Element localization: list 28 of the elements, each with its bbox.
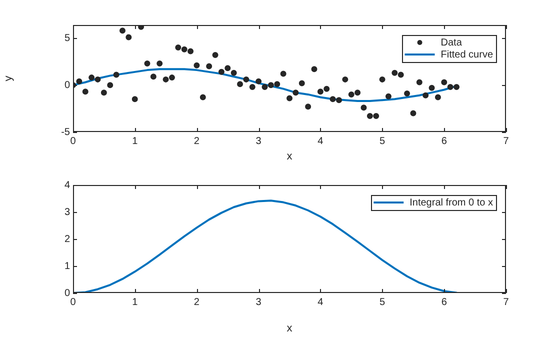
y-tick-label: 4: [64, 180, 70, 191]
x-tick-label: 1: [132, 296, 138, 308]
x-tick-label: 4: [318, 136, 324, 147]
y-tick-label: 3: [64, 206, 70, 218]
y-tick-label: -5: [61, 126, 70, 138]
y-tick-label: 5: [64, 32, 70, 44]
x-axis-title: x: [286, 150, 293, 162]
x-tick-label: 5: [380, 296, 386, 308]
x-tick-label: 4: [318, 296, 324, 308]
x-tick-label: 5: [380, 136, 386, 147]
x-tick-label: 3: [256, 136, 262, 147]
x-tick-label: 3: [256, 296, 262, 308]
legend-label: Data: [440, 37, 462, 48]
y-tick-label: 1: [64, 260, 70, 272]
legend-label: Integral from 0 to x: [410, 197, 494, 208]
x-tick-label: 1: [132, 136, 138, 147]
y-axis-title: y: [2, 75, 15, 82]
x-tick-label: 6: [441, 296, 448, 308]
legend-label: Fitted curve: [440, 49, 494, 60]
y-tick-label: 0: [64, 80, 70, 91]
x-tick-label: 6: [441, 136, 448, 147]
x-tick-label: 2: [194, 296, 200, 308]
y-tick-label: 0: [64, 288, 70, 299]
y-tick-label: 2: [64, 234, 70, 245]
x-tick-label: 2: [194, 136, 200, 147]
x-axis-title: x: [286, 322, 293, 334]
x-tick-label: 7: [503, 136, 510, 147]
x-tick-label: 7: [503, 296, 510, 308]
